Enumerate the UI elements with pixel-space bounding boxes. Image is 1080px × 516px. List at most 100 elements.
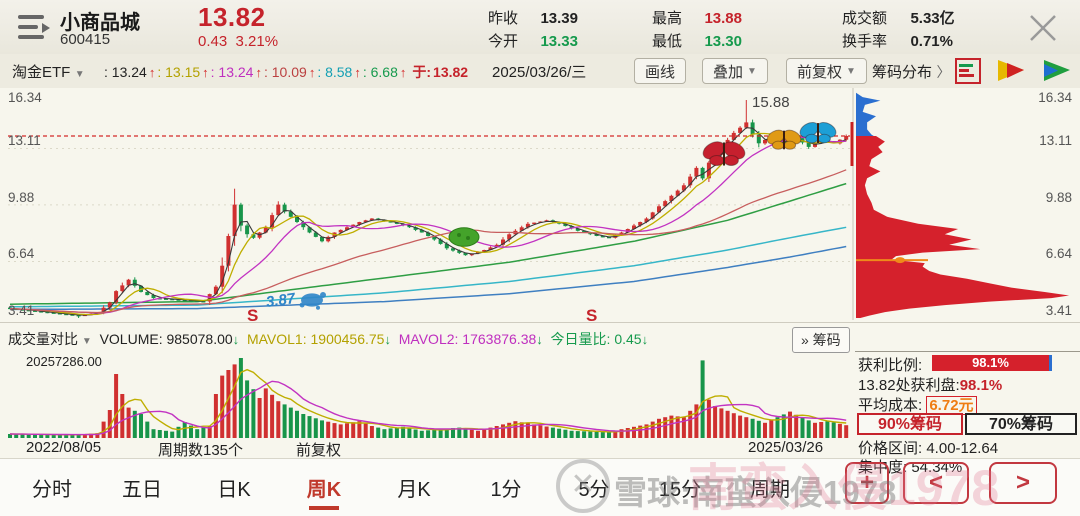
red-flag-icon[interactable] (996, 58, 1026, 83)
chip-distribution-link[interactable]: 筹码分布 〉 (872, 64, 951, 81)
up-arrow-icon: ↑ (399, 64, 407, 80)
avg-cost-value: 6.72元 (926, 396, 977, 415)
price-range-row: 价格区间: 4.00-12.64 (858, 440, 999, 457)
profit-ratio-value: 98.1% (932, 355, 1049, 371)
tab-5min[interactable]: 5分 (578, 479, 610, 501)
pan-left-button[interactable]: < (903, 462, 969, 504)
avg-cost-row: 平均成本: 6.72元 (858, 394, 977, 415)
ma4-value: : 10.09 (263, 64, 307, 80)
change-percent: 3.21% (235, 33, 279, 50)
close-label: 于: (412, 64, 432, 80)
mavol1-label: MAVOL1: (246, 331, 307, 347)
volume-ratio-label: 今日量比: (550, 331, 611, 347)
volume-indicator-selector[interactable]: 成交量对比 ▼ (8, 331, 92, 347)
stat-high: 最高 13.88 (652, 10, 742, 27)
stat-turnover-amount: 成交额 5.33亿 (842, 10, 955, 27)
y-tick-left: 3.41 (8, 303, 35, 318)
volume-indicator-row: 成交量对比 ▼ VOLUME: 985078.00↓ MAVOL1: 19004… (8, 329, 648, 349)
up-arrow-icon: ↑ (255, 64, 262, 80)
adjust-mode-label: 前复权 (296, 442, 342, 459)
down-arrow-icon: ↓ (232, 332, 240, 347)
profit-at-price-row: 13.82处获利盘:98.1% (858, 377, 1003, 394)
tab-five-day[interactable]: 五日 (122, 479, 162, 501)
green-flag-icon[interactable] (1042, 58, 1072, 83)
active-tab-underline (309, 506, 339, 510)
stat-low: 最低 13.30 (652, 33, 742, 50)
tab-period[interactable]: 周期 (750, 479, 790, 501)
close-icon[interactable] (1026, 11, 1060, 45)
menu-icon[interactable] (16, 13, 52, 43)
y-tick-right: 3.41 (1045, 303, 1072, 318)
up-arrow-icon: ↑ (202, 64, 209, 80)
stock-name: 小商品城 (60, 12, 140, 34)
chevron-down-icon: ▼ (74, 69, 85, 80)
volume-ratio-value: 0.45 (614, 331, 642, 347)
zoom-in-button[interactable]: + (845, 462, 889, 504)
ma2-value: : 13.15 (157, 64, 201, 80)
stat-open: 今开 13.33 (488, 33, 578, 50)
close-value: 13.82 (433, 64, 469, 80)
panel-divider (855, 351, 1080, 353)
y-tick-right: 16.34 (1038, 90, 1072, 105)
ma-values-row: : 13.24 ↑ : 13.15 ↑ : 13.24 ↑ : 10.09 ↑ : 8.… (104, 62, 468, 82)
up-arrow-icon: ↑ (148, 64, 156, 80)
tab-time-sharing[interactable]: 分时 (32, 479, 72, 501)
chevron-right-icon: 〉 (936, 64, 951, 80)
down-arrow-icon: ↓ (641, 332, 649, 347)
mavol2-label: MAVOL2: (398, 331, 459, 347)
ma1-value: : 13.24 (104, 64, 147, 80)
overlay-selector[interactable]: 淘金ETF ▼ (12, 61, 85, 82)
y-tick-right: 9.88 (1045, 190, 1072, 205)
adjust-mode-button[interactable]: 前复权 ▼ (786, 58, 867, 84)
ma5-value: : 8.58 (317, 64, 353, 80)
overlay-button[interactable]: 叠加 ▼ (702, 58, 768, 84)
up-arrow-icon: ↑ (308, 64, 316, 80)
tab-monthly-k[interactable]: 月K (397, 479, 431, 501)
y-tick-right: 13.11 (1039, 133, 1072, 148)
chevron-down-icon: ▼ (81, 336, 92, 347)
chevron-down-icon: ▼ (846, 65, 856, 77)
period-tabbar: 分时 五日 日K 周K 月K 1分 5分 15分 周期 (0, 458, 1080, 516)
period-count-label: 周期数135个 (158, 442, 244, 459)
sell-marker: S (586, 306, 598, 325)
profit-ratio-label: 获利比例: (858, 357, 923, 374)
header: 小商品城 600415 13.82 0.43 3.21% 昨收 13.39 今开… (0, 0, 1080, 55)
ma3-value: : 13.24 (210, 64, 254, 80)
tab-15min[interactable]: 15分 (658, 479, 702, 501)
stat-prev-close: 昨收 13.39 (488, 10, 578, 27)
chip-panel-toggle-button[interactable]: » 筹码 (792, 327, 850, 353)
current-price: 13.82 (198, 2, 266, 32)
sell-marker: S (247, 306, 259, 325)
down-arrow-icon: ↓ (536, 332, 543, 347)
change-value: 0.43 (198, 33, 228, 50)
loss-ratio-segment (1049, 355, 1052, 371)
y-tick-right: 6.64 (1045, 246, 1072, 261)
chevron-down-icon: ▼ (747, 65, 757, 77)
tab-weekly-k[interactable]: 周K (306, 479, 342, 501)
tab-1min[interactable]: 1分 (490, 479, 522, 501)
y-tick-left: 6.64 (8, 246, 35, 261)
chip-list-icon[interactable] (955, 58, 981, 84)
volume-value: 985078.00 (166, 331, 233, 347)
stat-turnover-rate: 换手率 0.71% (842, 33, 953, 50)
price-change: 0.43 3.21% (198, 33, 278, 50)
up-arrow-icon: ↑ (354, 64, 361, 80)
draw-line-button[interactable]: 画线 (634, 58, 687, 84)
mavol2-value: 1763876.38 (462, 331, 537, 347)
pan-right-button[interactable]: > (989, 462, 1057, 504)
ma6-value: : 6.68 (362, 64, 398, 80)
y-tick-left: 13.11 (8, 133, 41, 148)
profit-ratio-bar: 98.1% (932, 355, 1052, 371)
week-high-label: 15.88 (752, 94, 790, 111)
tab-daily-k[interactable]: 日K (217, 479, 251, 501)
volume-scale-max: 20257286.00 (26, 354, 102, 369)
mavol1-value: 1900456.75 (310, 331, 385, 347)
chip-90-button[interactable]: 90%筹码 (857, 413, 963, 435)
volume-start-date: 2022/08/05 (26, 439, 102, 456)
volume-label: VOLUME: (99, 331, 163, 347)
stock-code: 600415 (60, 31, 111, 48)
down-arrow-icon: ↓ (384, 332, 391, 347)
chip-70-button[interactable]: 70%筹码 (965, 413, 1077, 435)
indicator-toolbar: 淘金ETF ▼ : 13.24 ↑ : 13.15 ↑ : 13.24 ↑ : 10.… (0, 54, 1080, 88)
